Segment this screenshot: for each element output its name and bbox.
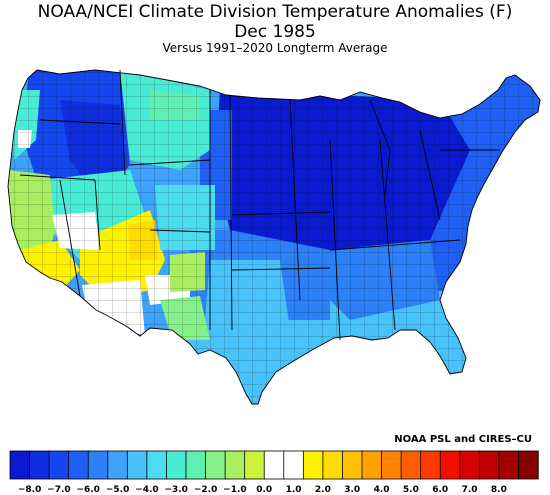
map-title: NOAA/NCEI Climate Division Temperature A… (37, 2, 513, 22)
legend-swatch (29, 450, 50, 480)
legend-tick-label: 6.0 (432, 485, 449, 495)
legend-tick-label: −1.0 (223, 485, 247, 495)
us-climate-division-map (7, 69, 541, 405)
legend-swatch (48, 450, 70, 480)
color-legend (9, 450, 539, 480)
legend-tick-label: 7.0 (461, 485, 478, 495)
legend-swatch (9, 450, 31, 480)
legend-tick-label: 0.0 (256, 485, 273, 495)
legend-swatch (361, 450, 383, 480)
legend-tick-label: 5.0 (402, 485, 419, 495)
map-caption: Versus 1991–2020 Longterm Average (162, 41, 388, 55)
legend-tick-label: −8.0 (17, 485, 42, 495)
legend-swatch (146, 450, 168, 480)
legend-swatch (244, 450, 265, 480)
legend-swatch (263, 450, 285, 480)
legend-swatch (322, 450, 344, 480)
credit-label: NOAA PSL and CIRES–CU (394, 434, 532, 445)
legend-tick-label: 3.0 (344, 485, 361, 495)
legend-tick-label: −4.0 (135, 485, 159, 495)
legend-tick-label: 8.0 (490, 485, 507, 495)
legend-tick-label: −3.0 (164, 485, 188, 495)
legend-swatch (107, 450, 129, 480)
legend-swatch (205, 450, 226, 480)
legend-swatch (420, 450, 441, 480)
legend-swatch (283, 450, 305, 480)
legend-swatch (459, 450, 481, 480)
legend-tick-label: 2.0 (314, 485, 331, 495)
legend-swatch (400, 450, 422, 480)
legend-swatch (518, 450, 539, 480)
legend-swatch (224, 450, 246, 480)
legend-tick-label: 4.0 (373, 485, 390, 495)
legend-tick-label: −7.0 (47, 485, 71, 495)
legend-swatch (87, 450, 109, 480)
legend-tick-label: −5.0 (105, 485, 130, 495)
legend-swatch (302, 450, 324, 480)
legend-swatch (498, 450, 520, 480)
legend-swatch (439, 450, 461, 480)
legend-swatch (68, 450, 89, 480)
legend-swatch (342, 450, 363, 480)
map-subtitle: Dec 1985 (234, 22, 316, 42)
legend-tick-label: 1.0 (285, 485, 302, 495)
legend-swatch (381, 450, 402, 480)
legend-swatch (126, 450, 148, 480)
legend-swatch (185, 450, 207, 480)
legend-swatch (478, 450, 500, 480)
legend-swatch (166, 450, 187, 480)
legend-tick-label: −6.0 (76, 485, 100, 495)
legend-tick-label: −2.0 (193, 485, 218, 495)
